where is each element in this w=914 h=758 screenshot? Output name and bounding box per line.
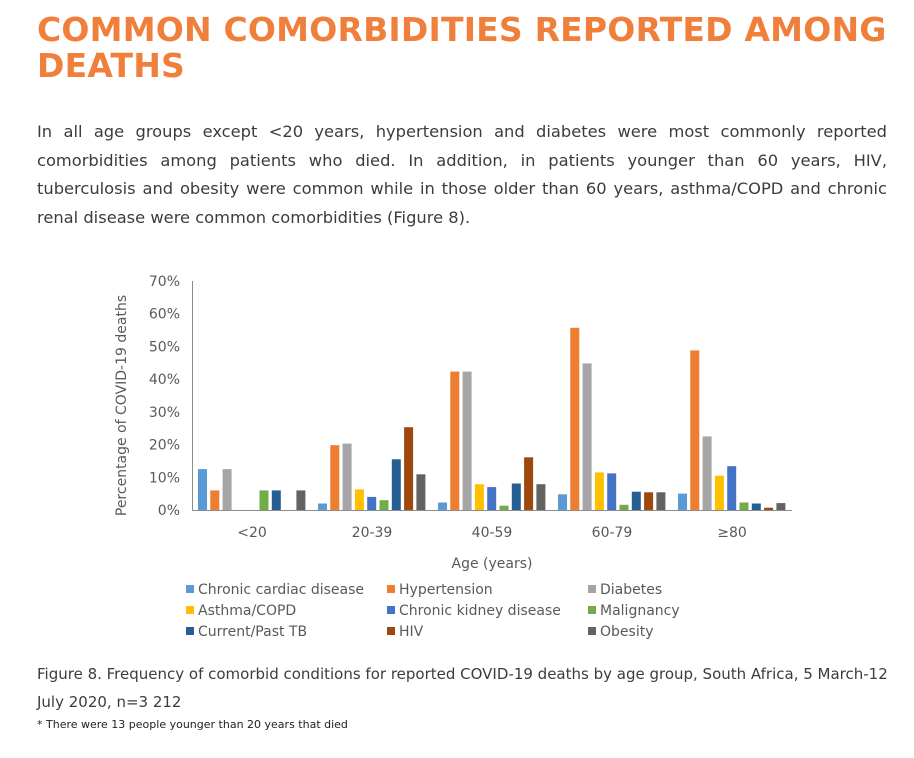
comorbidity-chart: 0% 10% 20% 30% 40% 50% 60% 70% <20 20-39 40-59 60-… (0, 262, 914, 662)
bar (619, 504, 629, 510)
bar (354, 489, 364, 510)
bar (450, 371, 460, 510)
bar (404, 427, 414, 510)
legend-label: Obesity (600, 624, 653, 640)
chart-svg: 0% 10% 20% 30% 40% 50% 60% 70% <20 20-39 40-59 60-… (114, 274, 792, 640)
x-tick-label: ≥80 (717, 525, 747, 541)
bar (536, 484, 546, 510)
bar (438, 502, 447, 510)
legend-swatch (588, 627, 596, 635)
x-tick-label: 60-79 (592, 525, 633, 541)
bar (582, 363, 592, 510)
bar (644, 492, 654, 510)
y-tick-label: 40% (149, 372, 180, 388)
legend-label: Chronic cardiac disease (198, 582, 364, 598)
bar (727, 466, 737, 510)
bar (751, 503, 761, 510)
bar (474, 484, 484, 510)
bar (739, 502, 749, 510)
bar (367, 496, 377, 510)
bar (656, 492, 666, 510)
figure-caption: Figure 8. Frequency of comorbid conditio… (37, 665, 888, 711)
legend-swatch (387, 606, 395, 614)
bar (318, 503, 327, 510)
legend-label: HIV (399, 624, 424, 640)
bar (391, 459, 401, 510)
legend-swatch (588, 585, 596, 593)
x-tick-label: 40-59 (472, 525, 513, 541)
legend-swatch (186, 627, 194, 635)
x-tick-label: 20-39 (352, 525, 393, 541)
x-axis-label: Age (years) (452, 556, 533, 572)
footnote: * There were 13 people younger than 20 y… (37, 718, 348, 731)
x-tick-label: <20 (237, 525, 267, 541)
bar (776, 503, 786, 510)
bar (296, 490, 306, 510)
bar (702, 436, 712, 510)
bar (570, 327, 580, 510)
bar (259, 490, 269, 510)
bar (631, 491, 641, 510)
bar (499, 505, 509, 510)
x-axis-ticks: <20 20-39 40-59 60-79 ≥80 (237, 525, 747, 541)
legend-label: Malignancy (600, 603, 680, 619)
bar (462, 371, 472, 510)
bar (594, 472, 604, 510)
bar (764, 507, 774, 510)
y-tick-label: 70% (149, 274, 180, 290)
bar (487, 487, 497, 510)
bar (379, 500, 389, 510)
y-tick-label: 0% (158, 503, 180, 519)
bar (714, 475, 724, 510)
bar (416, 474, 426, 510)
bar (271, 490, 281, 510)
legend-label: Diabetes (600, 582, 662, 598)
summary-paragraph: In all age groups except <20 years, hype… (37, 122, 887, 227)
bar (558, 494, 567, 510)
legend-swatch (186, 606, 194, 614)
page-title: COMMON COMORBIDITIES REPORTED AMONG DEAT… (37, 10, 887, 85)
y-tick-label: 10% (149, 470, 180, 486)
legend-label: Chronic kidney disease (399, 603, 561, 619)
chart-legend: Chronic cardiac disease Hypertension Diabe… (186, 582, 680, 640)
bar (198, 469, 207, 510)
y-axis-ticks: 0% 10% 20% 30% 40% 50% 60% 70% (149, 274, 180, 519)
y-tick-label: 50% (149, 339, 180, 355)
bar (222, 469, 232, 510)
chart-bars (198, 327, 786, 510)
bar (342, 443, 352, 510)
legend-label: Current/Past TB (198, 624, 307, 640)
bar (210, 490, 220, 510)
bar (524, 457, 534, 510)
legend-swatch (387, 585, 395, 593)
bar (511, 483, 521, 510)
y-tick-label: 20% (149, 438, 180, 454)
bar (690, 350, 700, 510)
legend-swatch (588, 606, 596, 614)
bar (607, 473, 617, 510)
legend-label: Hypertension (399, 582, 493, 598)
legend-swatch (186, 585, 194, 593)
bar (330, 445, 340, 510)
y-tick-label: 30% (149, 405, 180, 421)
y-axis-label: Percentage of COVID-19 deaths (114, 295, 130, 516)
legend-label: Asthma/COPD (198, 603, 296, 619)
y-tick-label: 60% (149, 307, 180, 323)
bar (678, 493, 687, 510)
legend-swatch (387, 627, 395, 635)
